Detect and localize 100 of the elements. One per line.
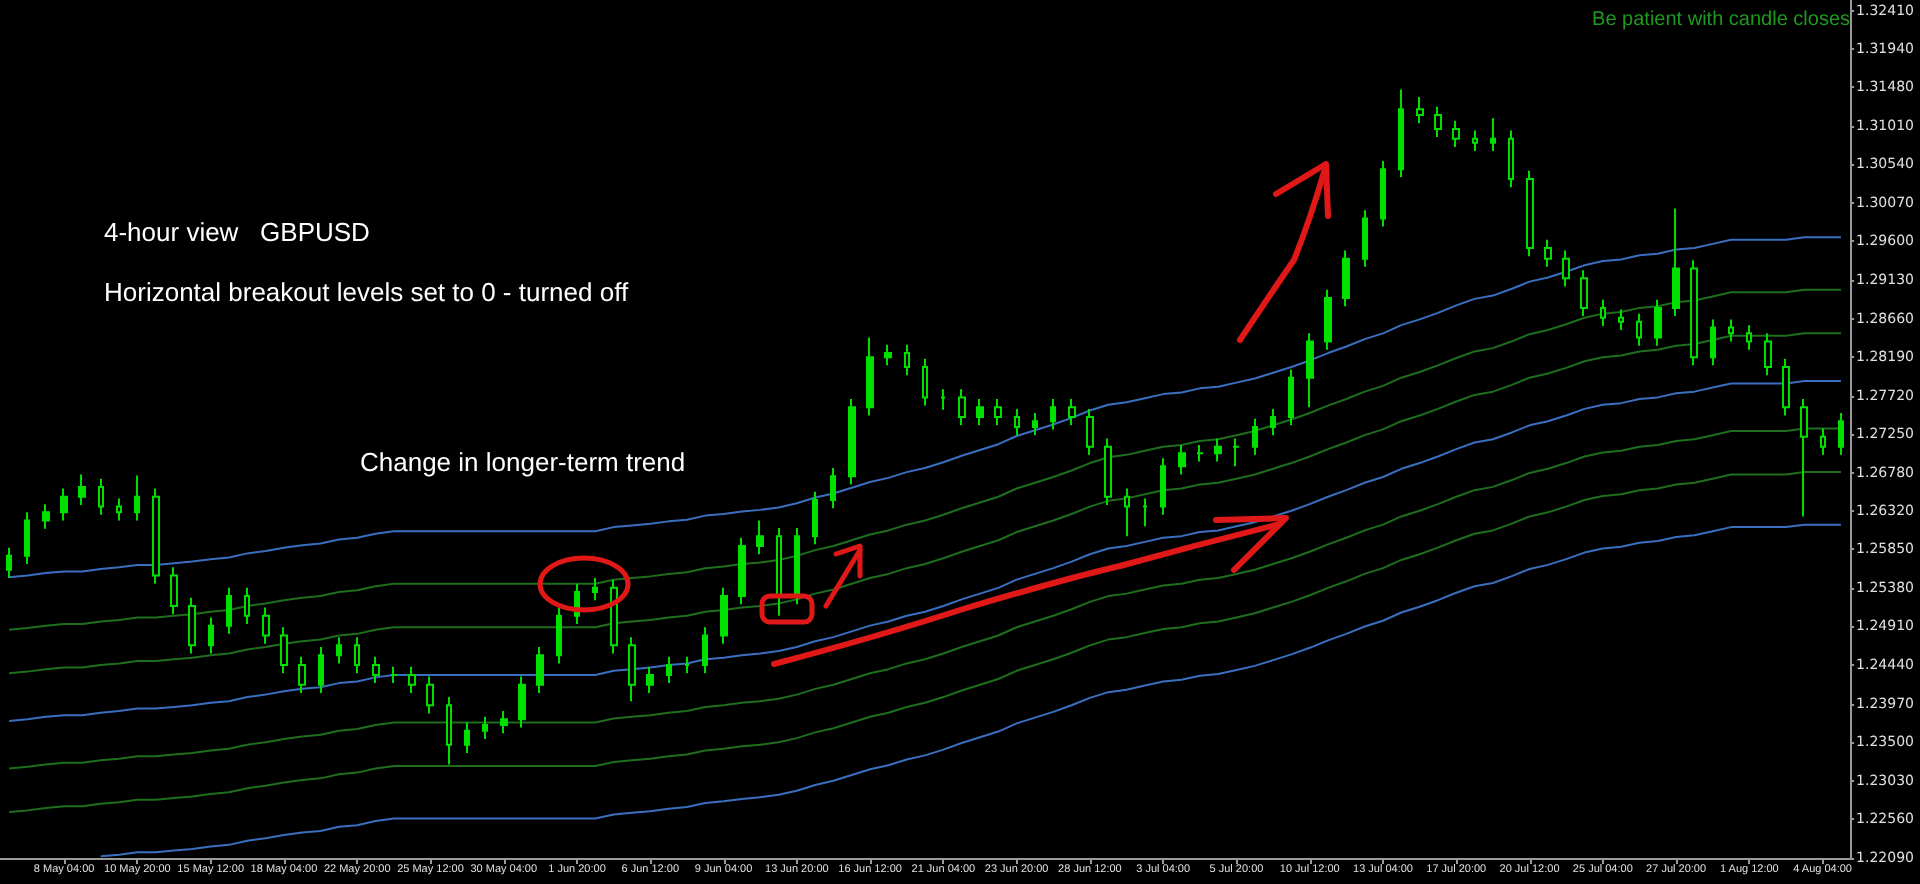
candlestick [1398,88,1404,179]
line-series [8,427,1842,770]
candlestick [134,474,140,522]
candlestick [1690,259,1698,367]
candlestick [610,578,618,655]
candlestick [1196,444,1204,463]
candlestick [446,696,452,766]
candlestick [1178,444,1186,476]
candlestick [1838,411,1844,456]
candlestick [336,636,342,665]
candlestick [426,675,434,715]
candlestick [1472,129,1478,153]
line-series [8,379,1842,722]
candlestick [738,536,746,606]
candlestick [500,710,508,735]
candlestick [958,388,966,427]
candlestick [1746,324,1752,351]
annotation: Change in longer-term trend [360,447,686,477]
candlestick [1086,407,1094,456]
candlestick [1380,159,1386,228]
candlestick [482,715,488,740]
candlestick [646,665,654,694]
candlestick [720,586,728,645]
candlestick [994,398,1002,427]
candlestick [408,665,416,694]
candlestick [628,636,636,703]
candlestick [1124,487,1130,538]
candlestick [188,596,196,655]
candlestick [1710,318,1716,367]
candlestick [1270,407,1276,437]
candlestick [1032,411,1038,437]
candlestick [1508,129,1514,189]
candlestick [1782,357,1790,417]
candlestick [1600,298,1606,327]
candlestick [1580,269,1588,318]
candlestick [1526,169,1534,258]
candlestick [536,645,544,694]
annotation: Be patient with candle closes [1592,9,1851,31]
annotation: Horizontal breakout levels set to 0 - turned off [104,277,629,307]
candlestick [1232,437,1240,468]
candlestick [152,487,160,585]
candlestick [904,343,910,377]
line-series [99,523,1842,858]
candlestick [884,343,892,367]
candlestick [98,477,104,516]
candlestick [1288,368,1294,427]
candlestick [1800,398,1808,518]
candlestick [226,586,232,635]
candlestick [794,526,800,606]
candlestick [1416,95,1424,125]
candlestick [1728,318,1734,343]
candlestick [244,586,250,625]
candlestick [354,636,360,675]
candlestick [812,490,818,546]
candlestick [866,336,874,417]
candlestick [702,626,708,675]
candlestick [1160,457,1166,516]
candlestick [518,675,526,729]
candlestick [666,655,672,685]
candlestick [24,511,30,566]
candlestick [208,616,214,655]
candlestick [776,526,782,617]
candlestick [1306,332,1314,409]
candlestick [756,519,764,556]
candlestick [940,388,946,411]
candlestick [1490,117,1496,153]
candlestick [684,655,690,675]
candlestick [1214,437,1222,463]
candlestick [1820,427,1826,456]
candlestick [390,665,398,685]
annotation: 4-hour view GBPUSD [104,217,370,247]
candlestick [1014,407,1020,437]
candlestick [1618,308,1624,332]
candlestick [830,467,836,510]
candlestick [1050,398,1056,431]
candlestick [976,398,984,427]
candlestick [1452,119,1460,148]
candlestick [1562,249,1570,288]
candlestick [262,606,270,645]
candlestick [1342,249,1350,308]
candlestick [60,487,68,522]
candlestick [42,503,50,530]
candlestick [280,626,288,675]
candlestick [298,655,306,694]
candlestick [1324,288,1332,351]
candlestick [372,655,380,685]
candlestick [1104,437,1112,506]
candlestick [1636,312,1642,347]
candlestick [1544,238,1552,268]
candlestick [1362,209,1368,268]
candlestick [318,645,324,694]
candlestick [170,566,178,616]
candlestick [6,546,12,580]
candlestick [592,577,598,602]
candlestick [78,473,86,506]
candlestick [1764,332,1772,377]
candlestick [922,357,928,407]
line-series [8,332,1842,675]
candlestick [1672,207,1680,318]
candlestick [848,398,856,486]
